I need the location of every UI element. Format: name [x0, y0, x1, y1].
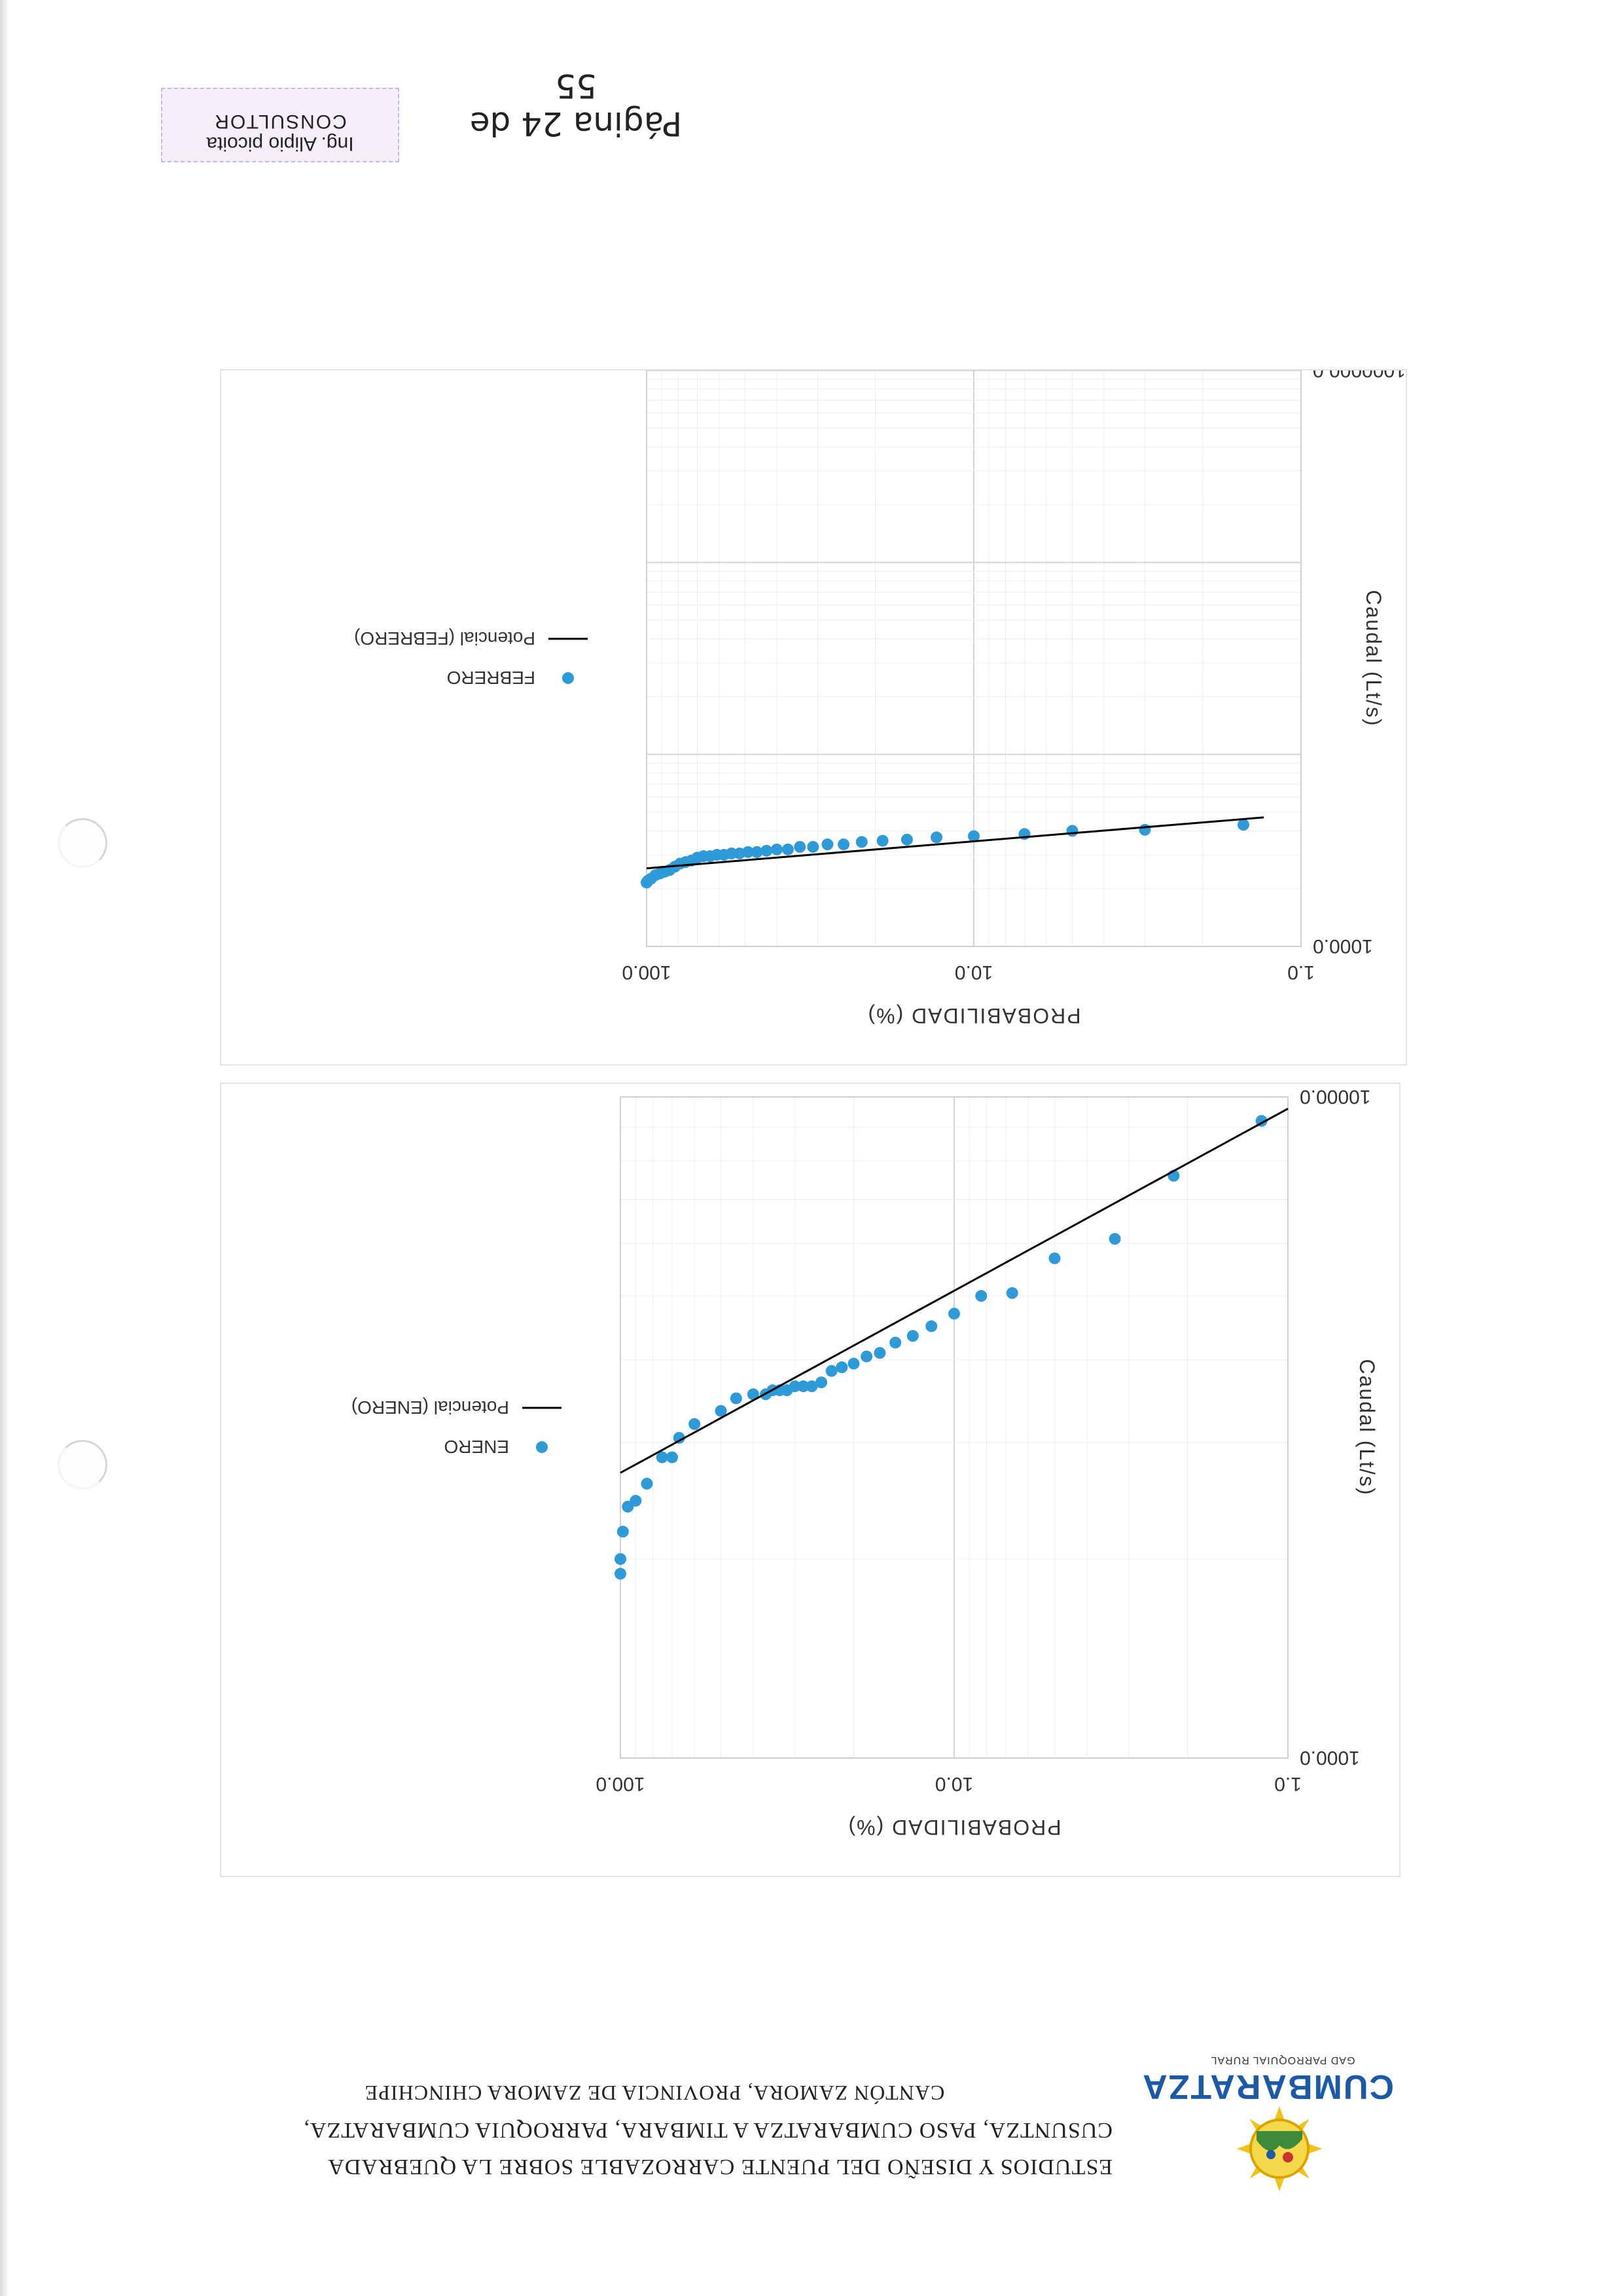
title-line-2: CUSUNTZA, PASO CUMBARATZA A TIMBARA, PAR… [303, 2118, 1113, 2142]
chart-0-x-tick-label: 100.0 [596, 1773, 645, 1795]
chart-0-data-point [673, 1431, 685, 1444]
chart-1-data-point [807, 840, 819, 853]
chart-0-data-point [806, 1380, 818, 1393]
chart-1-data-point [931, 831, 943, 844]
chart-0-legend-label: ENERO [444, 1437, 509, 1457]
chart-0-data-point [797, 1380, 810, 1393]
document-title: ESTUDIOS Y DISEÑO DEL PUENTE CARROZABLE … [196, 2075, 1113, 2185]
punch-hole-bottom [58, 1440, 107, 1490]
chart-1-legend-label: FEBRERO [447, 668, 535, 688]
chart-1-data-point [760, 844, 773, 857]
chart-0-data-point [1109, 1232, 1121, 1245]
chart-0-data-point [616, 1526, 629, 1538]
chart-0-data-point [615, 1568, 626, 1580]
chart-enero: 1.0 10.0 100.0 1000.0 10000.0 PROBABILIDAD (%… [220, 1083, 1400, 1877]
page-number: Página 24 de 55 [469, 67, 683, 143]
chart-1-y-axis-title: Caudal (Lt/s) [1362, 590, 1385, 726]
chart-febrero-svg: 1.0 10.0 100.0 1000.0 1000000.0 PROBABILIDAD … [354, 370, 1406, 1028]
chart-0-data-point [825, 1365, 838, 1377]
chart-0-data-point [906, 1330, 919, 1342]
chart-1-data-point [770, 843, 783, 855]
chart-0-data-point [861, 1350, 873, 1363]
chart-0-y-tick-label: 1000.0 [1300, 1747, 1360, 1768]
chart-1-data-point [1237, 819, 1249, 831]
chart-1-data-point [901, 833, 913, 846]
chart-1-data-point [641, 876, 652, 889]
chart-1-y-tick-label: 1000.0 [1313, 935, 1373, 957]
chart-0-data-point [836, 1361, 848, 1374]
chart-1-x-tick-label: 1.0 [1287, 961, 1315, 983]
chart-1-x-axis-title: PROBABILIDAD (%) [866, 1004, 1080, 1028]
punch-hole-top [58, 818, 107, 868]
chart-0-data-point [688, 1418, 701, 1430]
chart-0-data-point [615, 1552, 626, 1565]
chart-0-y-axis-title: Caudal (Lt/s) [1355, 1359, 1379, 1496]
chart-0-x-tick-label: 1.0 [1274, 1773, 1302, 1795]
chart-1-data-point [1066, 825, 1079, 837]
chart-0-data-point [925, 1320, 938, 1333]
chart-0-y-tick-label: 10000.0 [1300, 1086, 1370, 1107]
stamp-name: Ing. Alipio picoita [206, 133, 354, 154]
title-line-3: CANTÓN ZAMORA, PROVINCIA DE ZAMORA CHINC… [364, 2081, 945, 2105]
sun-emblem-icon [1237, 2106, 1322, 2191]
chart-1-x-tick-label: 100.0 [622, 961, 671, 983]
chart-0-legend-label: Potencial (ENERO) [351, 1397, 509, 1418]
chart-0-data-point [656, 1451, 668, 1463]
chart-0-plot-area [620, 1096, 1289, 1759]
chart-enero-svg: 1.0 10.0 100.0 1000.0 10000.0 PROBABILIDAD (%… [351, 1086, 1379, 1839]
chart-0-x-tick-label: 10.0 [935, 1773, 973, 1795]
chart-0-data-point [975, 1290, 988, 1302]
chart-0-data-point [715, 1405, 727, 1417]
chart-0-data-point [847, 1357, 860, 1370]
chart-febrero: 1.0 10.0 100.0 1000.0 1000000.0 PROBABILIDAD … [220, 369, 1407, 1066]
chart-1-x-tick-label: 10.0 [955, 961, 993, 983]
chart-0-data-point [730, 1392, 742, 1405]
chart-0-data-point [1006, 1287, 1018, 1299]
chart-0-data-point [889, 1336, 902, 1349]
chart-0-data-point [747, 1388, 759, 1401]
chart-0-data-point [874, 1347, 886, 1359]
chart-1-data-point [821, 838, 834, 851]
chart-1-data-point [838, 838, 850, 851]
chart-0-data-point [948, 1308, 960, 1320]
chart-1-y-tick-label: 1000000.0 [1313, 370, 1406, 381]
chart-1-trendline [646, 816, 1264, 870]
chart-0-x-axis-title: PROBABILIDAD (%) [847, 1816, 1061, 1839]
stamp-role: CONSULTOR [213, 111, 347, 132]
chart-1-plot-area [646, 370, 1302, 947]
chart-0-data-point [1048, 1252, 1061, 1265]
chart-1-data-point [1139, 823, 1151, 836]
cumbaratza-logo: CUMBARATZA GAD PARROQUIAL RURAL [1141, 2054, 1394, 2191]
consultant-stamp: Ing. Alipio picoita CONSULTOR [161, 88, 399, 162]
chart-1-data-point [794, 840, 806, 853]
chart-0-trendline [620, 1107, 1289, 1474]
chart-1-data-point [855, 836, 868, 848]
logo-wordmark: CUMBARATZA [1141, 2068, 1394, 2106]
chart-0-data-point [622, 1500, 634, 1513]
chart-1-data-point [781, 843, 794, 855]
chart-1-legend-marker-swatch [562, 672, 574, 684]
chart-0-legend-marker-swatch [536, 1441, 548, 1453]
title-line-1: ESTUDIOS Y DISEÑO DEL PUENTE CARROZABLE … [327, 2155, 1113, 2179]
scan-edge [0, 0, 9, 2296]
chart-0-data-point [815, 1376, 828, 1389]
chart-1-data-point [968, 830, 980, 842]
logo-subtext: GAD PARROQUIAL RURAL [1210, 2054, 1355, 2066]
chart-1-data-point [876, 834, 889, 847]
chart-0-data-point [666, 1451, 678, 1463]
chart-1-legend-label: Potencial (FEBRERO) [354, 628, 535, 649]
chart-0-data-point [641, 1477, 653, 1490]
chart-1-data-point [751, 846, 763, 858]
